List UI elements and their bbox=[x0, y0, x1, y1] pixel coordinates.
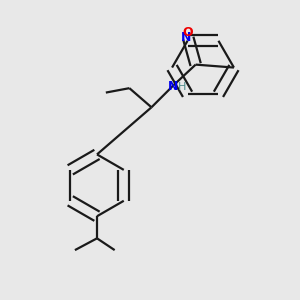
Text: N: N bbox=[181, 31, 191, 44]
Text: H: H bbox=[178, 82, 186, 92]
Text: O: O bbox=[182, 26, 193, 39]
Text: N: N bbox=[168, 80, 178, 93]
